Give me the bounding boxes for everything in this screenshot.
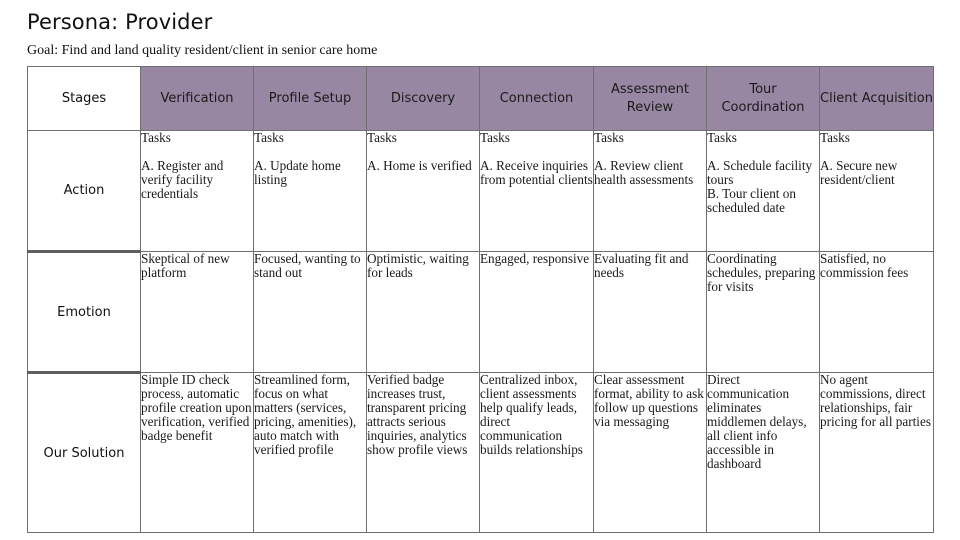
stages-label: Stages	[27, 66, 141, 131]
task-item: B. Tour client on scheduled date	[707, 186, 796, 215]
task-item: A. Review client health assessments	[594, 158, 694, 187]
tasks-heading: Tasks	[594, 130, 624, 145]
action-cell: Tasks A. Schedule facility tours B. Tour…	[706, 130, 820, 252]
stages-row: Stages Verification Profile Setup Discov…	[27, 66, 934, 131]
solution-cell: Direct communication eliminates middleme…	[706, 372, 820, 533]
emotion-cell: Engaged, responsive	[479, 251, 594, 373]
action-cell: Tasks A. Register and verify facility cr…	[140, 130, 254, 252]
stage-assessment-review: Assessment Review	[593, 66, 707, 131]
tasks-heading: Tasks	[254, 130, 284, 145]
solution-row-label: Our Solution	[27, 372, 141, 533]
emotion-cell: Skeptical of new platform	[140, 251, 254, 373]
emotion-cell: Evaluating fit and needs	[593, 251, 707, 373]
emotion-cell: Coordinating schedules, preparing for vi…	[706, 251, 820, 373]
journey-map-table: Stages Verification Profile Setup Discov…	[27, 66, 934, 533]
solution-cell: Verified badge increases trust, transpar…	[366, 372, 480, 533]
page-title: Persona: Provider	[27, 10, 213, 34]
tasks-heading: Tasks	[820, 130, 850, 145]
stage-discovery: Discovery	[366, 66, 480, 131]
solution-cell: Streamlined form, focus on what matters …	[253, 372, 367, 533]
task-item: A. Register and verify facility credenti…	[141, 158, 224, 201]
solution-row: Our Solution Simple ID check process, au…	[27, 372, 934, 533]
action-cell: Tasks A. Home is verified	[366, 130, 480, 252]
emotion-cell: Optimistic, waiting for leads	[366, 251, 480, 373]
task-item: A. Schedule facility tours	[707, 158, 813, 187]
solution-cell: Clear assessment format, ability to ask …	[593, 372, 707, 533]
stage-profile-setup: Profile Setup	[253, 66, 367, 131]
tasks-heading: Tasks	[141, 130, 171, 145]
emotion-row: Emotion Skeptical of new platform Focuse…	[27, 251, 934, 374]
stage-connection: Connection	[479, 66, 594, 131]
solution-cell: No agent commissions, direct relationshi…	[819, 372, 934, 533]
task-item: A. Secure new resident/client	[820, 158, 898, 187]
tasks-heading: Tasks	[707, 130, 737, 145]
solution-cell: Simple ID check process, automatic profi…	[140, 372, 254, 533]
stage-tour-coordination: Tour Coordination	[706, 66, 820, 131]
emotion-row-label: Emotion	[27, 251, 141, 374]
stage-client-acquisition: Client Acquisition	[819, 66, 934, 131]
stage-verification: Verification	[140, 66, 254, 131]
action-row-label: Action	[27, 130, 141, 253]
emotion-cell: Satisfied, no commission fees	[819, 251, 934, 373]
action-row: Action Tasks A. Register and verify faci…	[27, 130, 934, 253]
action-cell: Tasks A. Review client health assessment…	[593, 130, 707, 252]
tasks-heading: Tasks	[480, 130, 510, 145]
goal-text: Goal: Find and land quality resident/cli…	[27, 43, 378, 58]
solution-cell: Centralized inbox, client assessments he…	[479, 372, 594, 533]
action-cell: Tasks A. Secure new resident/client	[819, 130, 934, 252]
emotion-cell: Focused, wanting to stand out	[253, 251, 367, 373]
action-cell: Tasks A. Update home listing	[253, 130, 367, 252]
tasks-heading: Tasks	[367, 130, 397, 145]
task-item: A. Update home listing	[254, 158, 341, 187]
task-item: A. Home is verified	[367, 158, 472, 173]
task-item: A. Receive inquiries from potential clie…	[480, 158, 593, 187]
action-cell: Tasks A. Receive inquiries from potentia…	[479, 130, 594, 252]
